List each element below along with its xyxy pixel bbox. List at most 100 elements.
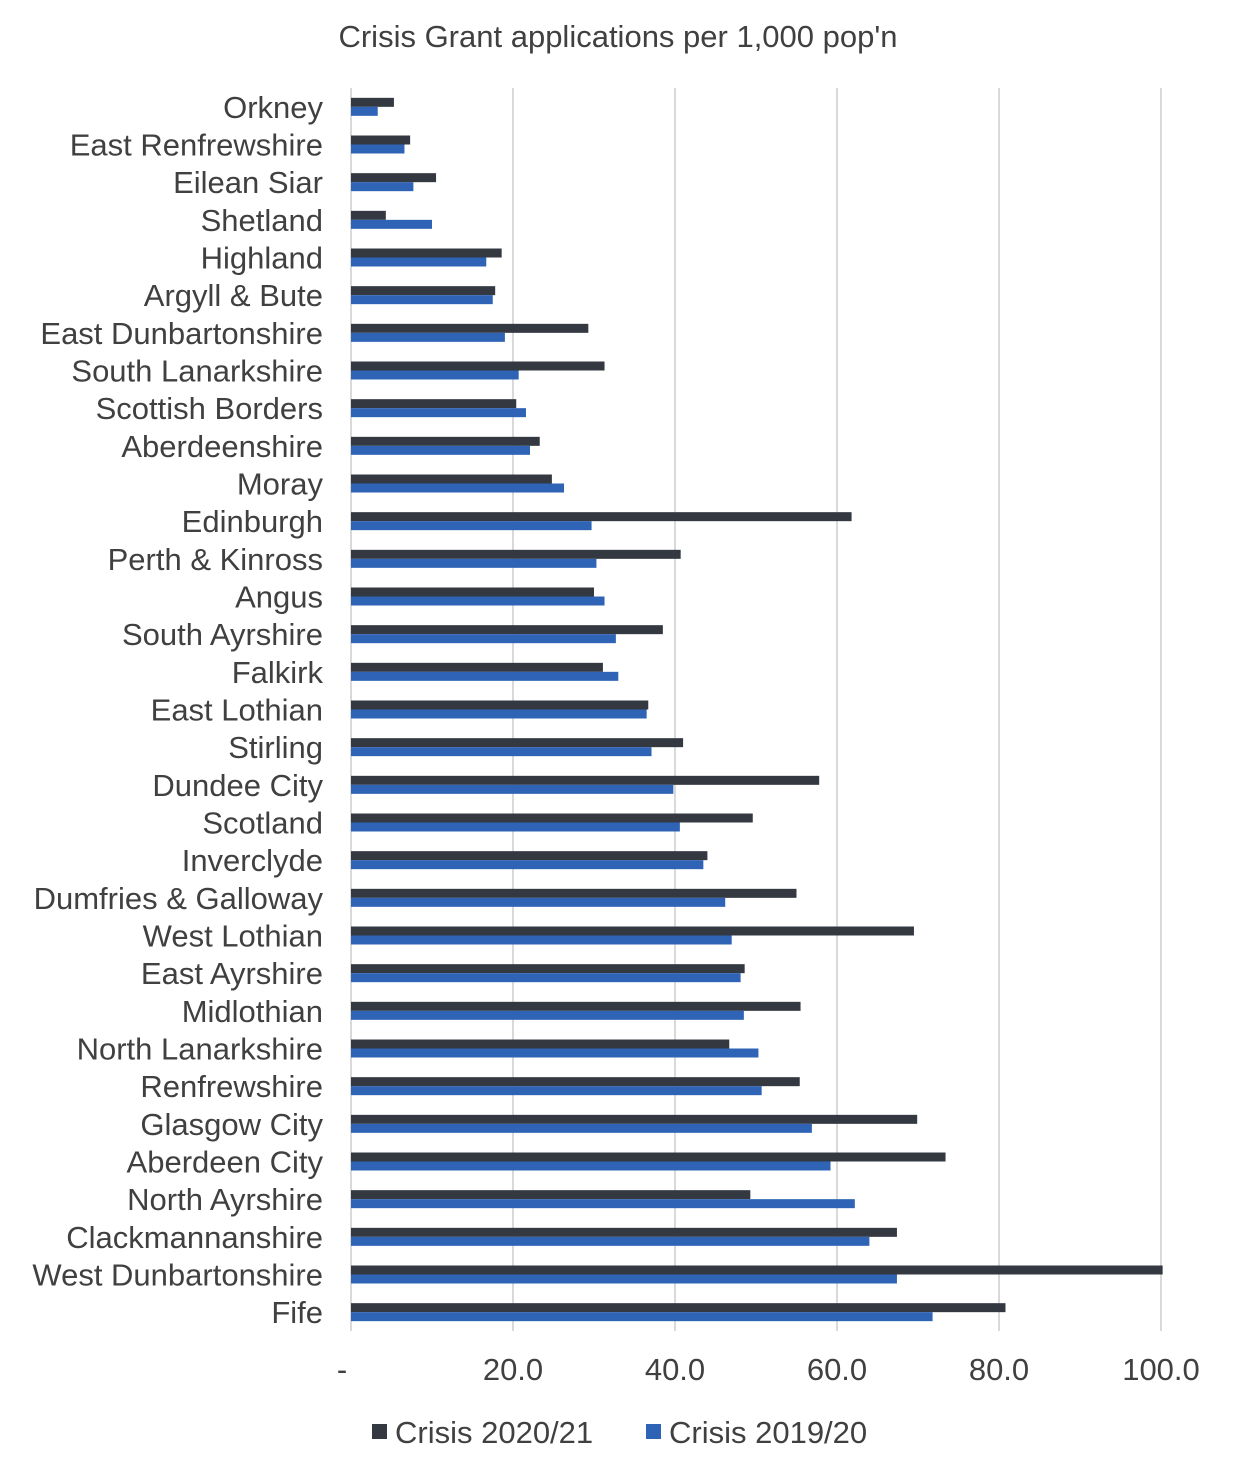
legend-label: Crisis 2020/21 [395, 1415, 593, 1450]
category-label: East Dunbartonshire [40, 316, 323, 351]
bar-crisis-2020-21 [351, 173, 437, 183]
bar-crisis-2019-20 [351, 332, 505, 342]
bar-crisis-2019-20 [351, 144, 405, 154]
category-label: East Lothian [151, 693, 323, 728]
category-label: South Lanarkshire [71, 354, 323, 389]
bars [351, 97, 1163, 1322]
bar-crisis-2020-21 [351, 1265, 1163, 1275]
bar-crisis-2020-21 [351, 549, 681, 559]
bar-crisis-2019-20 [351, 445, 531, 455]
category-label: Orkney [223, 90, 323, 125]
bar-crisis-2020-21 [351, 361, 605, 371]
category-label: Argyll & Bute [144, 278, 323, 313]
category-label: Scotland [202, 806, 323, 841]
category-label: West Dunbartonshire [32, 1258, 323, 1293]
bar-crisis-2020-21 [351, 1303, 1006, 1313]
bar-crisis-2020-21 [351, 662, 603, 672]
bar-crisis-2020-21 [351, 926, 914, 936]
legend-swatch [646, 1424, 661, 1439]
category-label: Moray [237, 467, 324, 502]
category-label: Scottish Borders [96, 391, 323, 426]
legend: Crisis 2020/21 Crisis 2019/20 [372, 1415, 867, 1450]
category-label: Aberdeen City [127, 1145, 324, 1180]
x-tick-label: 100.0 [1122, 1352, 1200, 1387]
bar-crisis-2020-21 [351, 474, 552, 484]
bar-crisis-2019-20 [351, 219, 432, 229]
bar-crisis-2020-21 [351, 625, 663, 635]
bar-crisis-2019-20 [351, 747, 652, 757]
legend-swatch [372, 1424, 387, 1439]
category-label: Glasgow City [140, 1107, 323, 1142]
bar-crisis-2020-21 [351, 1227, 897, 1237]
category-label: East Ayrshire [141, 956, 323, 991]
bar-crisis-2020-21 [351, 775, 820, 785]
bar-crisis-2020-21 [351, 964, 745, 974]
category-label: Inverclyde [182, 843, 323, 878]
bar-crisis-2020-21 [351, 135, 411, 145]
bar-crisis-2019-20 [351, 784, 674, 794]
bar-crisis-2019-20 [351, 897, 726, 907]
category-label: Dumfries & Galloway [34, 881, 324, 916]
bar-crisis-2019-20 [351, 1161, 831, 1171]
category-label: South Ayrshire [122, 617, 323, 652]
bar-crisis-2019-20 [351, 483, 565, 493]
bar-crisis-2020-21 [351, 512, 852, 522]
bar-crisis-2020-21 [351, 1001, 801, 1011]
bar-crisis-2020-21 [351, 97, 394, 107]
category-label: Renfrewshire [140, 1069, 323, 1104]
bar-crisis-2019-20 [351, 558, 597, 568]
bar-crisis-2019-20 [351, 596, 605, 606]
bar-crisis-2019-20 [351, 295, 493, 305]
category-label: Midlothian [182, 994, 323, 1029]
bar-crisis-2019-20 [351, 1123, 812, 1133]
category-label: Fife [271, 1295, 323, 1330]
bar-crisis-2020-21 [351, 1152, 946, 1162]
bar-crisis-2019-20 [351, 1236, 870, 1246]
category-label: Stirling [228, 730, 323, 765]
bar-crisis-2019-20 [351, 1274, 897, 1284]
bar-crisis-2020-21 [351, 738, 684, 748]
category-label: Edinburgh [182, 504, 323, 539]
bar-crisis-2020-21 [351, 286, 496, 296]
bar-crisis-2019-20 [351, 1199, 855, 1209]
x-tick-label: 60.0 [807, 1352, 867, 1387]
bar-crisis-2020-21 [351, 587, 594, 597]
x-tick-label: 20.0 [483, 1352, 543, 1387]
bar-crisis-2019-20 [351, 822, 680, 832]
category-label: East Renfrewshire [70, 128, 323, 163]
bar-crisis-2020-21 [351, 1190, 751, 1200]
category-label: Dundee City [152, 768, 323, 803]
bar-crisis-2020-21 [351, 1114, 918, 1124]
x-tick-label: 40.0 [645, 1352, 705, 1387]
category-label: Angus [235, 580, 323, 615]
bar-crisis-2020-21 [351, 399, 517, 409]
x-tick-label: - [337, 1352, 347, 1387]
chart-title: Crisis Grant applications per 1,000 pop'… [338, 19, 897, 54]
category-label: Highland [201, 241, 323, 276]
bar-crisis-2020-21 [351, 210, 386, 220]
bar-crisis-2019-20 [351, 1086, 762, 1096]
category-label: North Ayrshire [127, 1182, 323, 1217]
bar-crisis-2019-20 [351, 182, 414, 192]
bar-crisis-2020-21 [351, 323, 589, 333]
bar-crisis-2020-21 [351, 1077, 800, 1087]
category-label: North Lanarkshire [77, 1032, 323, 1067]
bar-crisis-2020-21 [351, 436, 540, 446]
bar-crisis-2019-20 [351, 634, 616, 644]
legend-label: Crisis 2019/20 [669, 1415, 867, 1450]
bar-crisis-2019-20 [351, 860, 704, 870]
bar-crisis-2019-20 [351, 973, 741, 983]
bar-crisis-2019-20 [351, 1312, 933, 1322]
category-label: Eilean Siar [173, 165, 323, 200]
category-label: Clackmannanshire [66, 1220, 323, 1255]
x-tick-label: 80.0 [969, 1352, 1029, 1387]
bar-crisis-2020-21 [351, 1039, 730, 1049]
bar-crisis-2019-20 [351, 257, 487, 267]
bar-crisis-2019-20 [351, 1010, 744, 1020]
bar-crisis-2020-21 [351, 248, 502, 258]
category-label: Aberdeenshire [121, 429, 323, 464]
bar-crisis-2020-21 [351, 813, 753, 823]
category-label: West Lothian [143, 919, 323, 954]
